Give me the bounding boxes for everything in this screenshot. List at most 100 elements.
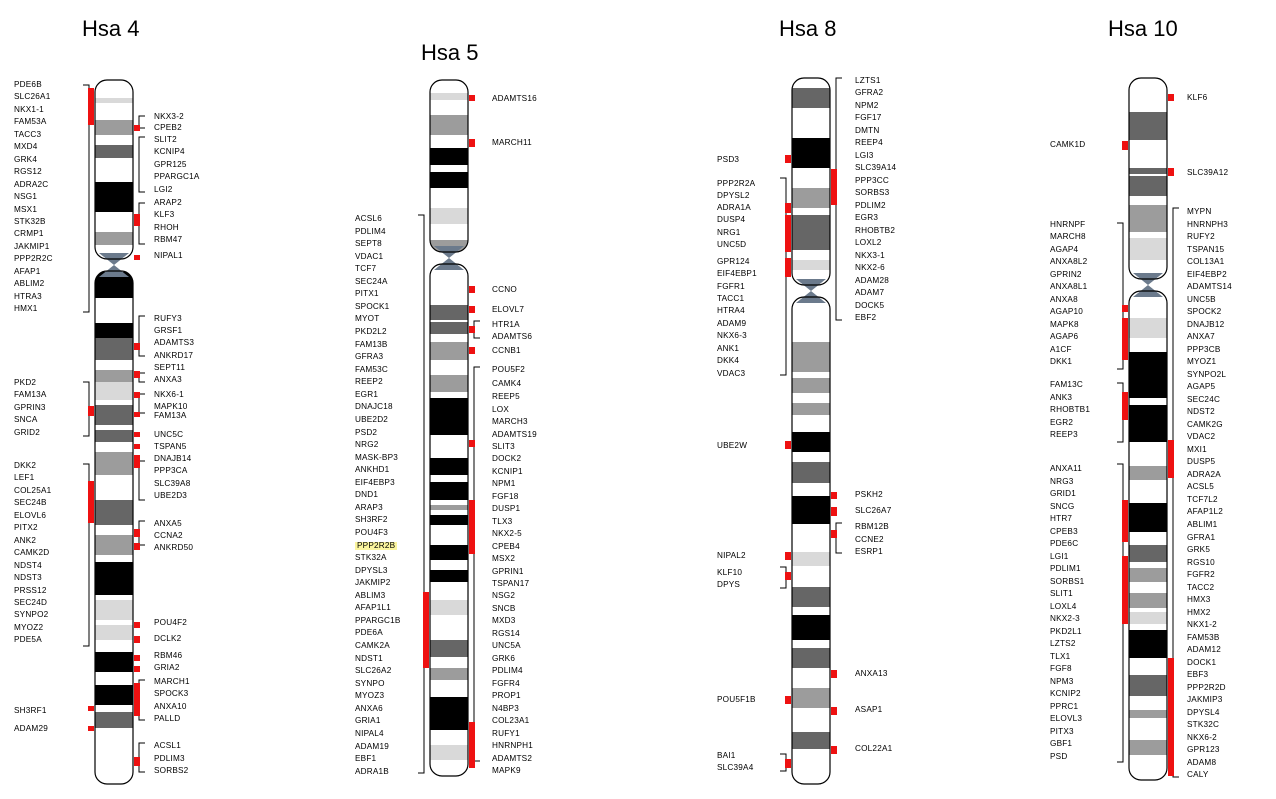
chromosome-band xyxy=(95,370,133,382)
gene-label: CPEB4 xyxy=(492,542,520,551)
chromosome-band xyxy=(95,430,133,442)
chromosome-band xyxy=(430,458,468,475)
locus-marker-left xyxy=(785,441,791,449)
locus-marker-right xyxy=(134,455,140,468)
chromosome-band xyxy=(95,705,133,712)
gene-label: GRK4 xyxy=(14,154,38,164)
gene-label: LZTS2 xyxy=(1050,639,1076,648)
chromosome-band xyxy=(792,483,830,496)
chromosome-ideogram xyxy=(780,77,842,785)
gene-label: FGF18 xyxy=(492,492,519,501)
locus-marker-right xyxy=(134,529,140,537)
gene-label: SLC26A7 xyxy=(855,506,892,515)
gene-label: LGI1 xyxy=(1050,552,1069,561)
chromosome-band xyxy=(95,298,133,323)
gene-label: FAM13A xyxy=(154,411,187,420)
chromosome-band xyxy=(430,305,468,320)
gene-label: DPYSL4 xyxy=(1187,707,1220,717)
gene-label: SLC39A14 xyxy=(855,163,897,172)
gene-label: HTRA3 xyxy=(14,291,42,301)
gene-label: NKX6-2 xyxy=(1187,732,1217,742)
gene-label: PKD2L1 xyxy=(1050,627,1082,636)
gene-label: DOCK2 xyxy=(492,454,522,463)
locus-marker-left xyxy=(1122,556,1128,624)
chromosome-band xyxy=(792,415,830,432)
gene-label: NIPAL4 xyxy=(355,728,384,738)
gene-label: NPM3 xyxy=(1050,677,1074,686)
gene-label: SEC24D xyxy=(14,597,48,607)
gene-label: ADAM29 xyxy=(14,724,48,733)
gene-label: ADAMTS14 xyxy=(1187,282,1232,292)
chromosome-ideogram xyxy=(83,79,145,785)
gene-label: PALLD xyxy=(154,714,181,723)
chromosome-band xyxy=(1129,582,1167,593)
chromosome-band xyxy=(95,425,133,430)
right-bracket xyxy=(138,315,145,357)
gene-label: SYNPO2L xyxy=(1187,369,1227,379)
chromosome-band xyxy=(95,672,133,685)
chromosome-band xyxy=(430,398,468,435)
gene-label: JAKMIP2 xyxy=(355,578,391,588)
chromosome-band xyxy=(95,620,133,625)
gene-label: HMX2 xyxy=(1187,607,1211,617)
gene-label: NPM2 xyxy=(855,101,879,110)
gene-label: CAMK1D xyxy=(1050,140,1086,149)
gene-label: ANKRD50 xyxy=(154,543,194,552)
locus-marker-right xyxy=(134,666,140,672)
chromosome-band xyxy=(1129,503,1167,532)
gene-label: MARCH11 xyxy=(492,138,532,147)
gene-label: MAPK9 xyxy=(492,766,521,775)
gene-label: PPRC1 xyxy=(1050,702,1079,711)
gene-label: PSD2 xyxy=(355,427,378,437)
gene-label: NKX6-1 xyxy=(154,390,184,399)
chromosome-band xyxy=(1129,480,1167,503)
gene-label: COL23A1 xyxy=(492,716,530,725)
gene-label: CALY xyxy=(1187,770,1209,780)
chromosome-band xyxy=(430,730,468,745)
chromosome-band xyxy=(1129,405,1167,442)
gene-label: FAM13A xyxy=(14,390,47,400)
gene-label: GBF1 xyxy=(1050,739,1073,748)
chromosome-band xyxy=(792,393,830,403)
chromosome-band xyxy=(792,215,830,250)
gene-label: SEC24B xyxy=(14,498,47,508)
gene-label: LOXL4 xyxy=(1050,602,1077,611)
chromosome-band xyxy=(95,500,133,525)
chromosome-band xyxy=(430,320,468,322)
chromosome-band xyxy=(792,78,830,88)
gene-label: UBE2D2 xyxy=(355,414,389,424)
chromosome-title: Hsa 8 xyxy=(779,16,837,41)
gene-label: MSX2 xyxy=(492,554,516,563)
locus-marker-right xyxy=(469,95,475,101)
chromosome-band xyxy=(792,108,830,138)
locus-marker-left xyxy=(785,572,791,580)
gene-label: PPP2R2C xyxy=(14,254,53,264)
chromosome-band xyxy=(430,545,468,560)
gene-label: PPP2R2D xyxy=(1187,682,1226,692)
gene-label: ESRP1 xyxy=(855,547,883,556)
gene-label: GFRA2 xyxy=(855,88,884,97)
chromosome-band xyxy=(792,260,830,270)
locus-marker-right xyxy=(831,707,837,715)
chromosome-band xyxy=(1129,710,1167,718)
chromosome-band xyxy=(1129,675,1167,696)
chromosome-band xyxy=(1129,442,1167,466)
chromosome-band xyxy=(792,607,830,615)
gene-label: KCNIP2 xyxy=(1050,689,1081,698)
gene-label: ADAM7 xyxy=(855,288,885,297)
chromosome-band xyxy=(1129,624,1167,630)
left-bracket xyxy=(418,214,425,774)
right-bracket xyxy=(138,115,145,129)
gene-label: DOCK5 xyxy=(855,301,885,310)
gene-label: SLIT2 xyxy=(154,135,177,144)
gene-label: EIF4EBP1 xyxy=(717,269,757,278)
chromosome-band xyxy=(792,496,830,524)
gene-label: POU5F2 xyxy=(492,365,526,374)
gene-label: NKX2-6 xyxy=(855,263,885,272)
chromosome-band xyxy=(430,668,468,680)
gene-label: SEC24C xyxy=(1187,394,1221,404)
gene-label: RBM12B xyxy=(855,522,889,531)
gene-label: ADRA2C xyxy=(14,179,49,189)
locus-marker-left xyxy=(785,215,791,252)
gene-label: EIF4EBP3 xyxy=(355,477,395,487)
